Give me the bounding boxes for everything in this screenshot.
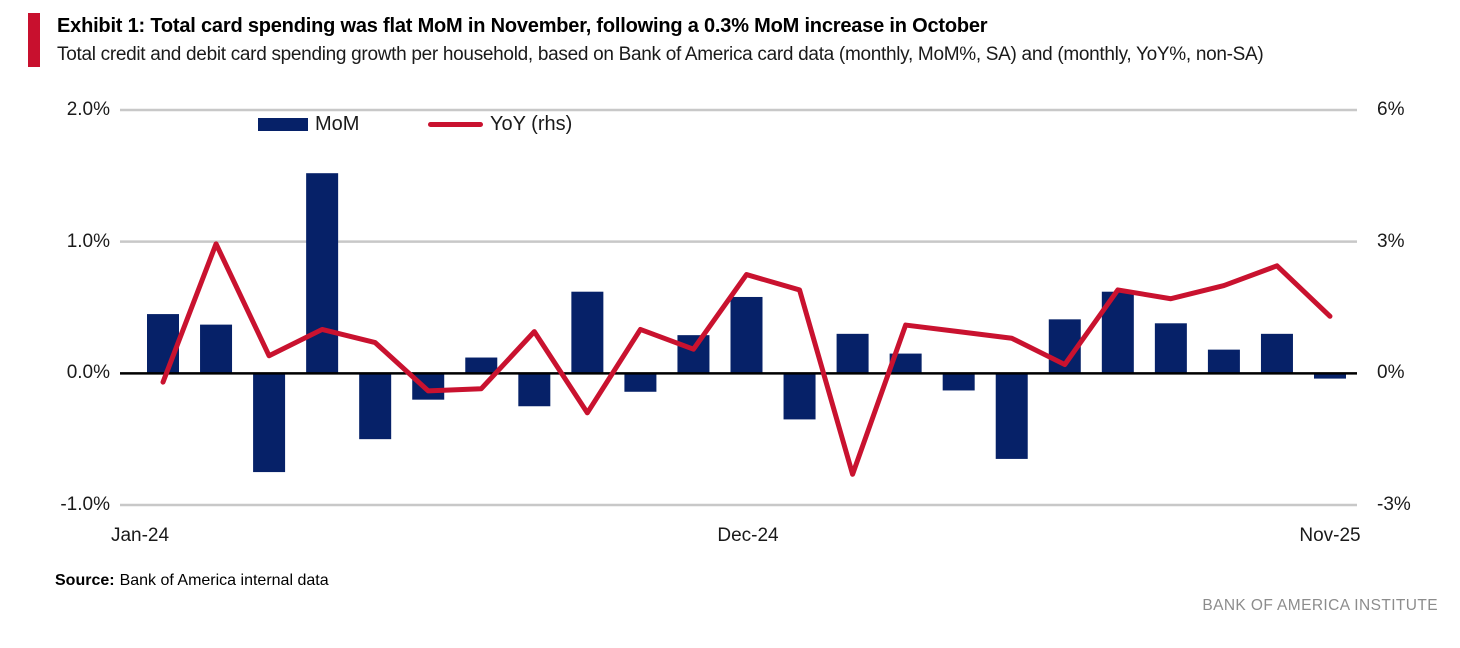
source-label: Source: xyxy=(55,572,115,589)
x-axis-tick-dec24: Dec-24 xyxy=(717,525,779,546)
legend-yoy-swatch xyxy=(428,121,483,127)
left-axis-tick: -1.0% xyxy=(60,494,110,515)
left-axis-tick: 1.0% xyxy=(66,231,110,252)
legend-item-mom: MoM xyxy=(258,111,359,137)
exhibit-title: Exhibit 1: Total card spending was flat … xyxy=(57,15,988,37)
right-axis-tick: 3% xyxy=(1377,231,1405,252)
right-axis-tick: 0% xyxy=(1377,362,1405,383)
institute-watermark: BANK OF AMERICA INSTITUTE xyxy=(1202,597,1438,614)
source-line: Source: Bank of America internal data xyxy=(55,572,329,590)
left-axis-tick: 0.0% xyxy=(66,362,110,383)
right-axis-tick: 6% xyxy=(1377,99,1405,120)
x-axis-tick-jan24: Jan-24 xyxy=(110,525,170,546)
red-accent-bar xyxy=(28,13,40,67)
exhibit-subtitle: Total credit and debit card spending gro… xyxy=(57,44,1264,65)
source-text: Bank of America internal data xyxy=(119,572,329,589)
legend-mom-label: MoM xyxy=(315,112,360,135)
legend-item-yoy: YoY (rhs) xyxy=(428,111,572,137)
x-axis-tick-nov25: Nov-25 xyxy=(1299,525,1361,546)
legend-yoy-label: YoY (rhs) xyxy=(490,112,573,135)
legend-mom-swatch xyxy=(258,117,308,131)
right-axis-tick: -3% xyxy=(1377,494,1411,515)
left-axis-tick: 2.0% xyxy=(66,99,110,120)
